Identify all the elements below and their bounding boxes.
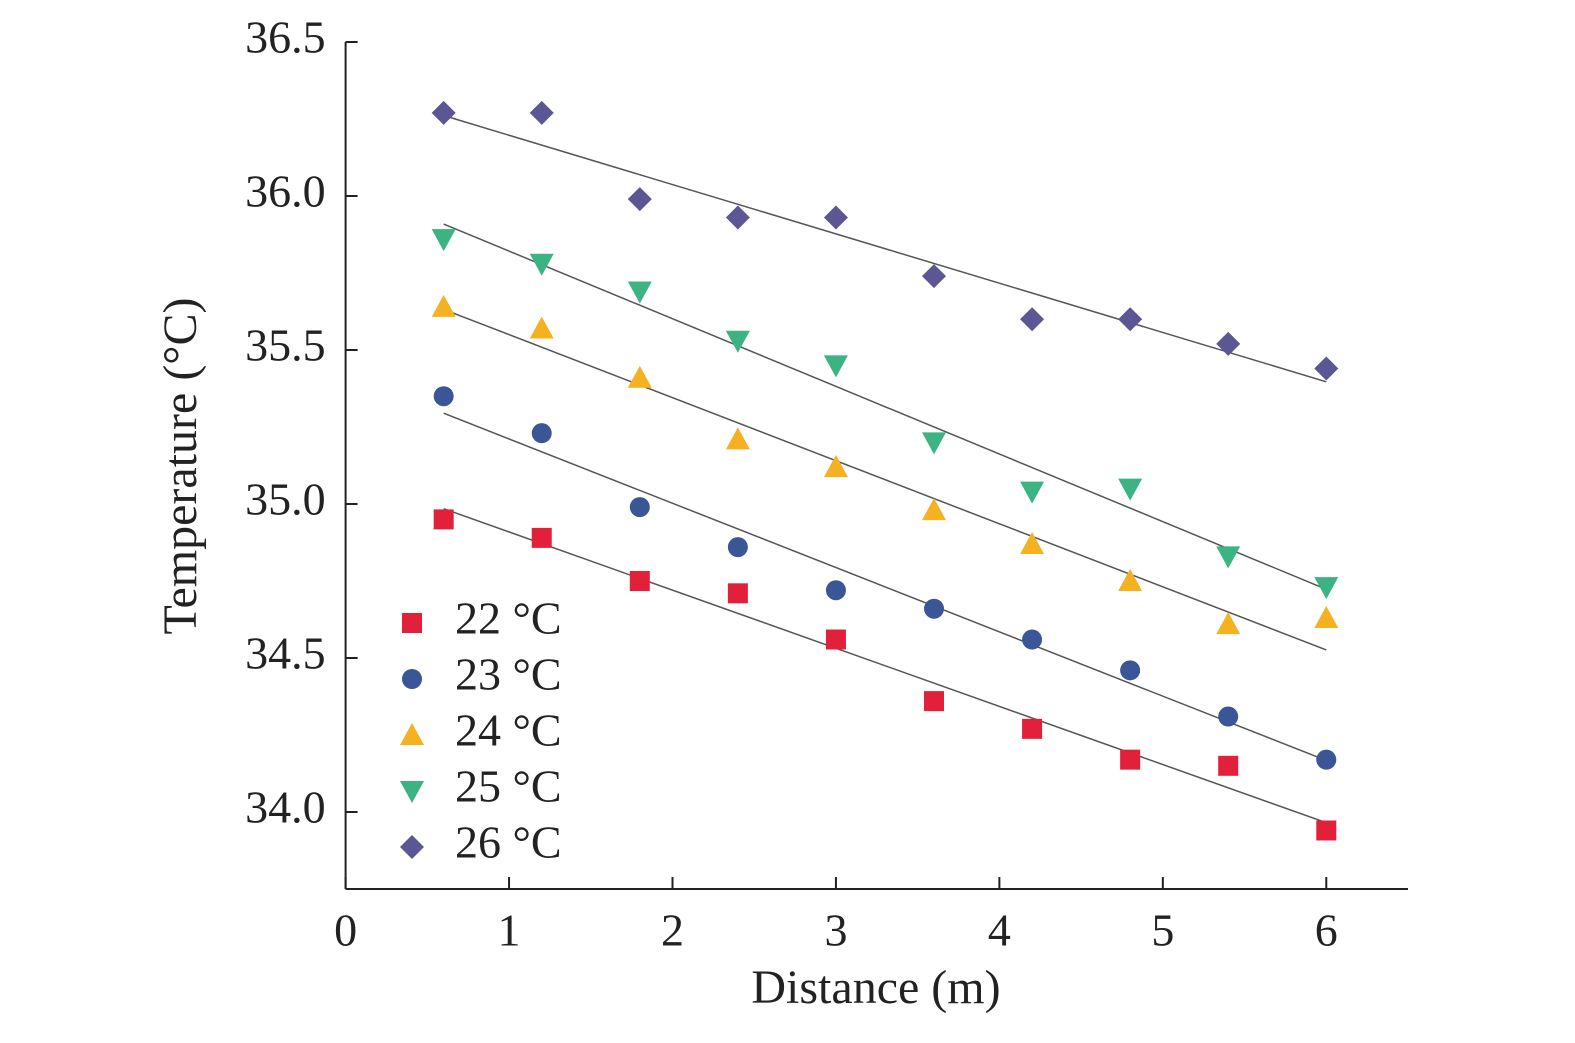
marker: [1022, 629, 1043, 650]
marker: [629, 497, 650, 518]
marker: [1020, 307, 1045, 332]
marker: [1216, 546, 1241, 569]
x-tick-label: 0: [334, 905, 357, 956]
y-tick-label: 36.5: [245, 12, 326, 63]
marker: [725, 427, 750, 450]
marker: [431, 294, 456, 317]
legend-marker: [400, 723, 424, 745]
x-tick-label: 1: [498, 905, 521, 956]
marker: [924, 598, 945, 619]
marker: [1022, 718, 1043, 739]
marker: [529, 253, 554, 276]
marker: [627, 365, 652, 388]
trend-line: [443, 308, 1327, 651]
y-tick-label: 34.5: [245, 628, 326, 679]
marker: [1316, 820, 1337, 841]
y-tick-label: 35.0: [245, 474, 326, 525]
marker: [727, 583, 748, 604]
legend-marker: [400, 835, 424, 859]
marker: [433, 509, 454, 530]
legend-label: 23 °C: [455, 649, 562, 700]
marker: [922, 264, 947, 289]
trend-line: [443, 507, 1327, 824]
y-tick-label: 34.0: [245, 782, 326, 833]
x-tick-label: 4: [988, 905, 1011, 956]
marker: [922, 498, 947, 521]
x-tick-label: 2: [661, 905, 684, 956]
x-tick-label: 3: [824, 905, 847, 956]
marker: [529, 100, 554, 125]
marker: [1118, 478, 1143, 501]
marker: [1120, 660, 1141, 681]
marker: [1120, 749, 1141, 770]
legend-marker: [400, 781, 424, 803]
marker: [1314, 356, 1339, 381]
marker: [629, 571, 650, 591]
marker: [825, 629, 846, 650]
marker: [924, 691, 945, 712]
marker: [431, 100, 456, 125]
x-tick-label: 5: [1151, 905, 1174, 956]
marker: [627, 187, 652, 212]
legend-marker: [402, 669, 422, 689]
y-tick-label: 36.0: [245, 166, 326, 217]
marker: [1314, 605, 1339, 628]
legend-label: 22 °C: [455, 593, 562, 644]
marker: [823, 205, 848, 230]
marker: [531, 423, 552, 444]
marker: [1218, 706, 1239, 727]
marker: [1218, 755, 1239, 776]
marker: [431, 229, 456, 252]
marker: [531, 527, 552, 548]
marker: [725, 330, 750, 353]
marker: [823, 355, 848, 378]
marker: [1020, 481, 1045, 504]
marker: [529, 316, 554, 339]
x-axis-title: Distance (m): [751, 961, 1000, 1014]
x-tick-label: 6: [1315, 905, 1338, 956]
marker: [825, 580, 846, 601]
marker: [823, 455, 848, 478]
marker: [433, 386, 454, 407]
marker: [1316, 749, 1337, 770]
marker: [1118, 569, 1143, 591]
marker: [627, 281, 652, 304]
marker: [1216, 331, 1241, 356]
trend-line: [443, 114, 1327, 383]
trend-line: [443, 223, 1327, 590]
legend-label: 25 °C: [455, 761, 562, 812]
marker: [725, 205, 750, 230]
legend-label: 26 °C: [455, 817, 562, 868]
marker: [922, 432, 947, 455]
marker: [1314, 577, 1339, 600]
marker: [1118, 307, 1143, 332]
marker: [1216, 612, 1241, 635]
legend-label: 24 °C: [455, 705, 562, 756]
marker: [1020, 532, 1045, 555]
marker: [727, 537, 748, 558]
trend-line: [443, 412, 1327, 762]
legend-marker: [402, 613, 422, 633]
y-axis-title: Temperature (°C): [154, 297, 207, 634]
y-tick-label: 35.5: [245, 320, 326, 371]
